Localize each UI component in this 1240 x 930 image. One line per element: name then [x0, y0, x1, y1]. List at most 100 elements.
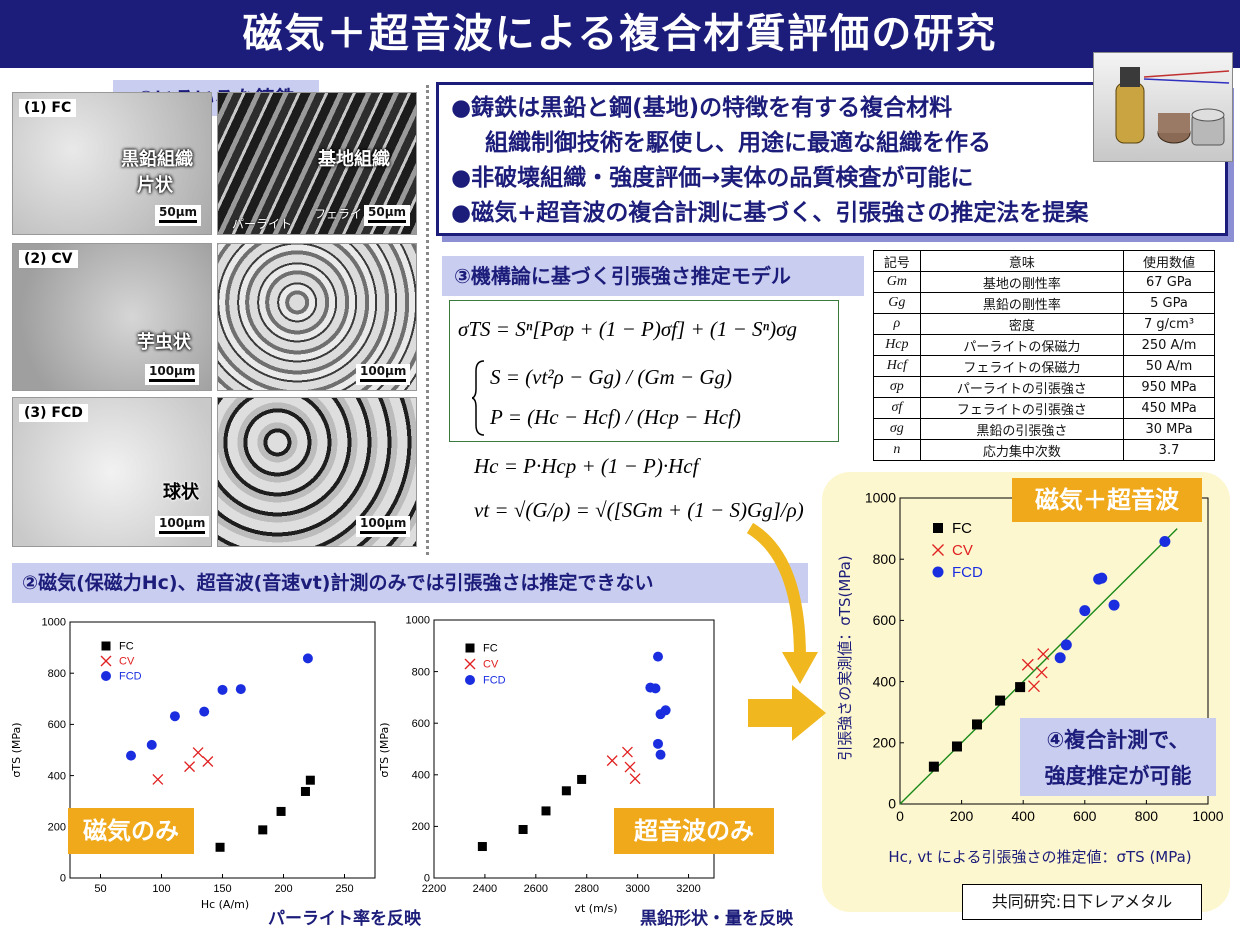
symbol-cell: Gm: [873, 271, 921, 293]
cv-point: [1037, 648, 1050, 661]
fc-point: [577, 774, 587, 784]
fc-point: [258, 825, 268, 835]
legend-fcd-marker: [465, 675, 475, 685]
legend-cv-marker: [932, 544, 944, 556]
x-tick-label: 2600: [524, 883, 548, 895]
y-tick-label: 200: [873, 734, 897, 750]
x-tick-label: 1000: [1192, 808, 1223, 824]
scale-bar: 50μm: [155, 205, 202, 226]
value-cell: 30 MPa: [1123, 418, 1215, 440]
scale-bar: 100μm: [145, 364, 200, 385]
meaning-cell: 黒鉛の引張強さ: [919, 418, 1125, 440]
fcd-matrix-photo: 100μm: [217, 397, 417, 547]
scale-label: 100μm: [360, 516, 407, 530]
legend-label: FC: [952, 520, 972, 537]
legend-label: FCD: [483, 675, 506, 687]
fc-graphite-photo: (1) FC 黒鉛組織 片状 50μm: [12, 92, 212, 235]
x-tick-label: 3200: [676, 883, 700, 895]
fcd-point: [235, 684, 246, 695]
cv-tag: (2) CV: [19, 250, 78, 268]
symbol-cell: σp: [873, 376, 921, 398]
value-cell: 5 GPa: [1123, 292, 1215, 314]
fcd-point: [1079, 605, 1091, 617]
scale-label: 100μm: [159, 516, 206, 530]
model-formula-box: σTS = Sⁿ[Pσp + (1 − P)σf] + (1 − Sⁿ)σg S…: [449, 300, 839, 442]
fcd-point: [653, 651, 663, 662]
table-row: σp パーライトの引張強さ 950 MPa: [873, 376, 1215, 398]
scale-label: 50μm: [159, 205, 198, 219]
legend-label: CV: [119, 656, 135, 668]
table-row: n 応力集中次数 3.7: [873, 439, 1215, 461]
table-row: Gg 黒鉛の剛性率 5 GPa: [873, 292, 1215, 314]
fc-point: [951, 741, 962, 752]
fcd-point: [1054, 652, 1066, 664]
table-header-row: 記号 意味 使用数値: [873, 250, 1215, 272]
equation-hc: Hc = P·Hcp + (1 − P)·Hcf: [474, 454, 699, 478]
cv-matrix-photo: 100μm: [217, 243, 417, 391]
note-line-1: ④複合計測で、: [1046, 728, 1190, 752]
section2-label: ②磁気(保磁力Hc)、超音波(音速vt)計測のみでは引張強さは推定できない: [12, 563, 808, 603]
y-tick-label: 600: [873, 612, 897, 628]
legend-fc-marker: [933, 523, 943, 533]
x-tick-label: 2400: [473, 883, 497, 895]
brace-icon: [472, 360, 485, 436]
section-divider: [426, 85, 429, 555]
legend-label: FC: [483, 643, 498, 655]
fc-flake-label: 片状: [137, 175, 173, 196]
combined-result-note: ④複合計測で、 強度推定が可能: [1020, 718, 1216, 796]
value-cell: 67 GPa: [1123, 271, 1215, 293]
chart-hc-vs-tensile: 50 100 150 200 250 0 200 400 600 800 1000 FC CV FCD Hc…: [10, 617, 376, 911]
fcd-point: [126, 750, 136, 761]
legend-cv-marker: [100, 655, 112, 667]
symbol-cell: σf: [873, 397, 921, 419]
symbol-cell: Hcf: [873, 355, 921, 377]
table-row: Hcp パーライトの保磁力 250 A/m: [873, 334, 1215, 356]
fcd-point: [660, 705, 671, 716]
y-tick-label: 800: [412, 666, 430, 678]
ultrasonic-only-tag: 超音波のみ: [614, 808, 774, 854]
cv-point: [624, 761, 636, 773]
fcd-point: [217, 684, 228, 695]
cv-point: [1021, 658, 1034, 671]
equation-s: S = (vt²ρ − Gg) / (Gm − Gg): [490, 365, 733, 389]
curved-arrow-icon: [746, 522, 818, 684]
legend-cv-marker: [464, 658, 476, 670]
fcd-point: [302, 653, 313, 664]
fc-point: [995, 695, 1006, 706]
pearlite-caption: パーライト率を反映: [268, 909, 421, 929]
table-row: ρ 密度 7 g/cm³: [873, 313, 1215, 335]
legend-fcd-marker: [101, 671, 111, 681]
fc-graphite-label: 黒鉛組織: [121, 149, 193, 170]
y-tick-label: 400: [873, 673, 897, 689]
meaning-cell: フェライトの引張強さ: [919, 397, 1125, 419]
x-tick-label: 2800: [574, 883, 598, 895]
fc-matrix-photo: 基地組織 パーライト フェライト 50μm: [217, 92, 417, 235]
x-tick-label: 2200: [422, 883, 446, 895]
x-tick-label: 250: [335, 883, 353, 895]
meaning-cell: パーライトの保磁力: [919, 334, 1125, 356]
meaning-cell: 黒鉛の剛性率: [919, 292, 1125, 314]
right-arrow-icon: [748, 685, 826, 741]
fcd-point: [169, 711, 180, 722]
note-line-2: 強度推定が可能: [1044, 764, 1192, 788]
symbol-cell: n: [873, 439, 921, 461]
fcd-point: [1096, 572, 1108, 584]
fcd-point: [146, 739, 157, 750]
chart-estimated-vs-measured: 0 200 400 600 800 1000 0 200 400 600 800 1000 FC CV FC…: [836, 490, 1224, 866]
fcd-point: [655, 749, 666, 760]
y-tick-label: 0: [60, 873, 66, 885]
fc-point: [477, 842, 487, 852]
cv-point: [192, 747, 204, 759]
x-tick-label: 3000: [625, 883, 649, 895]
legend-label: FCD: [119, 671, 142, 683]
fcd-point: [1060, 639, 1072, 651]
scale-label: 50μm: [368, 205, 407, 219]
value-cell: 50 A/m: [1123, 355, 1215, 377]
y-axis-label: σTS (MPa): [10, 722, 23, 777]
y-tick-label: 1000: [406, 615, 430, 627]
y-tick-label: 0: [888, 796, 896, 812]
cv-point: [1035, 666, 1048, 679]
x-tick-label: 200: [274, 883, 292, 895]
symbol-cell: Gg: [873, 292, 921, 314]
scale-bar: 100μm: [155, 516, 210, 537]
